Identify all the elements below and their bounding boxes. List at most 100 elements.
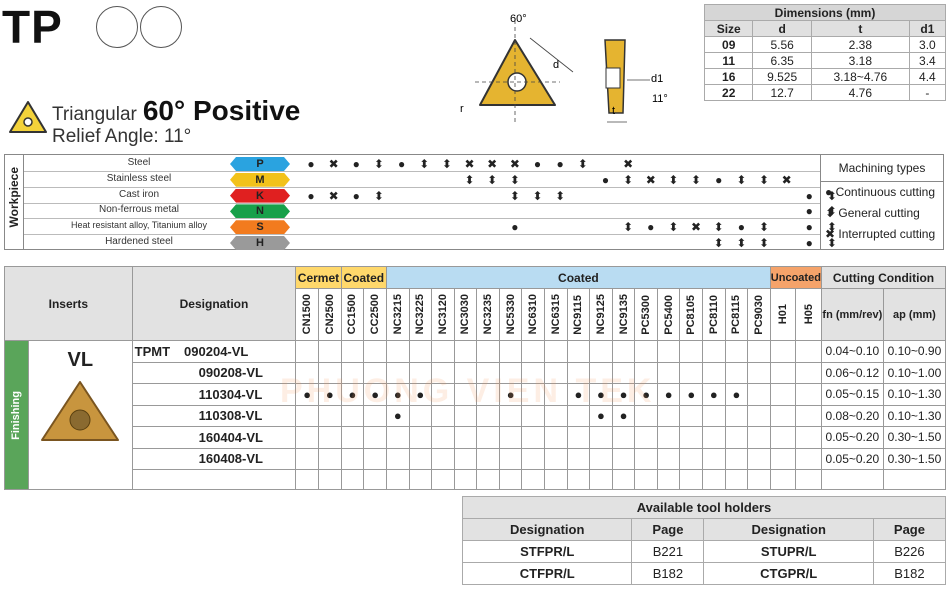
grade-cell	[498, 447, 523, 470]
grade-label: CC1500	[346, 294, 359, 335]
grade-cell	[679, 404, 704, 427]
designation-cell: 110304-VL	[131, 383, 297, 406]
diagram-relief: 11°	[652, 93, 668, 105]
grade-cell	[498, 426, 523, 449]
chipbreaker-label: VL	[67, 349, 94, 371]
grade-header: CN2500	[317, 288, 342, 341]
grade-label: NC9115	[572, 294, 585, 335]
grade-cell	[317, 447, 342, 470]
workpiece-row: Hardened steel H ⬍ ⬍ ⬍ ● ⬍	[24, 235, 837, 251]
grade-cell	[521, 447, 546, 470]
workpiece-row: Heat resistant alloy, Titanium alloy S ● ⬍ ●…	[24, 219, 837, 236]
watermark: PHUONG VIEN TEK	[280, 372, 656, 410]
holder-designation: CTGPR/L	[703, 562, 874, 585]
grade-cell	[724, 361, 749, 384]
material-name: Non-ferrous metal	[98, 204, 180, 216]
continuous-icon: ●	[737, 220, 745, 235]
group-uncoated: Uncoated	[769, 266, 822, 289]
grade-cell	[724, 340, 749, 363]
general-icon: ⬍	[826, 188, 837, 203]
grade-cell	[544, 426, 568, 449]
page-title: TP	[2, 1, 63, 53]
grade-cell	[453, 426, 478, 449]
machining-types-title: Machining types	[821, 155, 943, 182]
grade-cell	[702, 426, 726, 449]
general-icon: ⬍	[826, 236, 837, 250]
continuous-icon: ●	[805, 204, 813, 219]
designation-cell: 160408-VL	[131, 447, 297, 470]
tool-holders-table: Available tool holders Designation Page …	[461, 496, 947, 585]
grade-cell	[747, 404, 771, 427]
grade-cell	[769, 361, 797, 384]
grade-cell	[724, 404, 749, 427]
iso-badge-h: H	[230, 236, 290, 250]
grade-cell	[769, 383, 797, 406]
grade-cell	[340, 426, 365, 449]
grade-cell	[795, 361, 822, 384]
general-icon: ⬍	[825, 206, 836, 220]
grade-cell	[724, 426, 749, 449]
general-icon: ⬍	[623, 220, 634, 235]
grade-header: NC3030	[453, 288, 478, 341]
holder-page: B182	[872, 562, 947, 585]
dim-cell: 09	[703, 36, 754, 53]
continuous-icon: ●	[307, 157, 315, 171]
holder-page: B221	[631, 540, 705, 563]
grade-cell	[317, 426, 342, 449]
group-coated-2: Coated	[385, 266, 771, 289]
fn-header: fn (mm/rev)	[820, 288, 884, 341]
grade-label: NC9135	[617, 294, 630, 335]
interrupted-icon: ✖	[623, 157, 634, 171]
workpiece-row: Steel P ● ✖ ● ⬍ ● ⬍ ⬍ ✖ ✖ ✖ ● ● ⬍ ✖	[24, 156, 820, 172]
ap-value: 0.30~1.50	[882, 426, 947, 449]
continuous-icon: ●	[397, 157, 406, 171]
ap-value: 0.30~1.50	[882, 447, 947, 470]
grade-cell	[724, 447, 749, 470]
workpiece-label-box: Workpiece	[4, 154, 24, 250]
grade-cell	[498, 340, 523, 363]
legend-continuous: ● Continuous cutting	[825, 185, 935, 199]
grade-cell	[702, 404, 726, 427]
grade-cell	[634, 447, 658, 470]
grade-cell	[702, 361, 726, 384]
workpiece-row: Non-ferrous metal N ● ⬍	[24, 203, 837, 220]
grade-cell	[679, 361, 704, 384]
grade-cell	[295, 340, 319, 363]
insert-cell: VL	[27, 340, 133, 490]
grade-cell	[702, 447, 726, 470]
recommended-grade-icon: ●	[724, 383, 749, 406]
workpiece-matrix: Steel P ● ✖ ● ⬍ ● ⬍ ⬍ ✖ ✖ ✖ ● ● ⬍ ✖ Stainless steel M ⬍ ⬍ ⬍ ●…	[24, 154, 837, 251]
dim-header: t	[810, 20, 910, 37]
grade-cell	[566, 340, 591, 363]
table-row: 110308-VL ● ● ● 0.08~0.20 0.10~1.30	[5, 404, 947, 427]
interrupted-icon: ✖	[487, 157, 498, 171]
grade-label: NC3120	[436, 294, 449, 335]
grade-cell	[702, 340, 726, 363]
grade-circle-empty	[96, 6, 138, 48]
holders-header: Designation	[703, 518, 874, 541]
fn-value: 0.08~0.20	[820, 404, 884, 427]
table-row: 160404-VL 0.05~0.20 0.30~1.50	[5, 426, 947, 449]
material-name: Heat resistant alloy, Titanium alloy	[71, 220, 207, 231]
dim-header: d	[752, 20, 812, 37]
holders-row: STFPR/L B221 STUPR/L B226	[461, 540, 947, 563]
grade-label: NC3030	[459, 294, 472, 335]
grade-cell	[453, 340, 478, 363]
ap-value: 0.10~1.30	[882, 383, 947, 406]
iso-badge-n: N	[230, 204, 290, 219]
continuous-icon: ●	[805, 188, 813, 203]
grade-cell	[385, 340, 410, 363]
inserts-header: Inserts	[4, 266, 133, 341]
grade-label: CN2500	[323, 294, 336, 335]
grade-cell	[656, 361, 681, 384]
grade-cell	[634, 426, 658, 449]
grade-cell	[747, 383, 771, 406]
table-row: 110304-VL ● ● ● ● ● ● ● ● ● ● ● ● ● ● ● 0.05~0.15 0.10~1.…	[5, 383, 947, 406]
continuous-icon: ●	[511, 220, 519, 235]
recommended-grade-icon: ●	[679, 383, 704, 406]
grade-cell	[385, 447, 410, 470]
dim-cell: 6.35	[752, 52, 812, 69]
dim-cell: -	[908, 84, 947, 101]
dim-cell: 5.56	[752, 36, 812, 53]
grade-circle-empty	[140, 6, 182, 48]
